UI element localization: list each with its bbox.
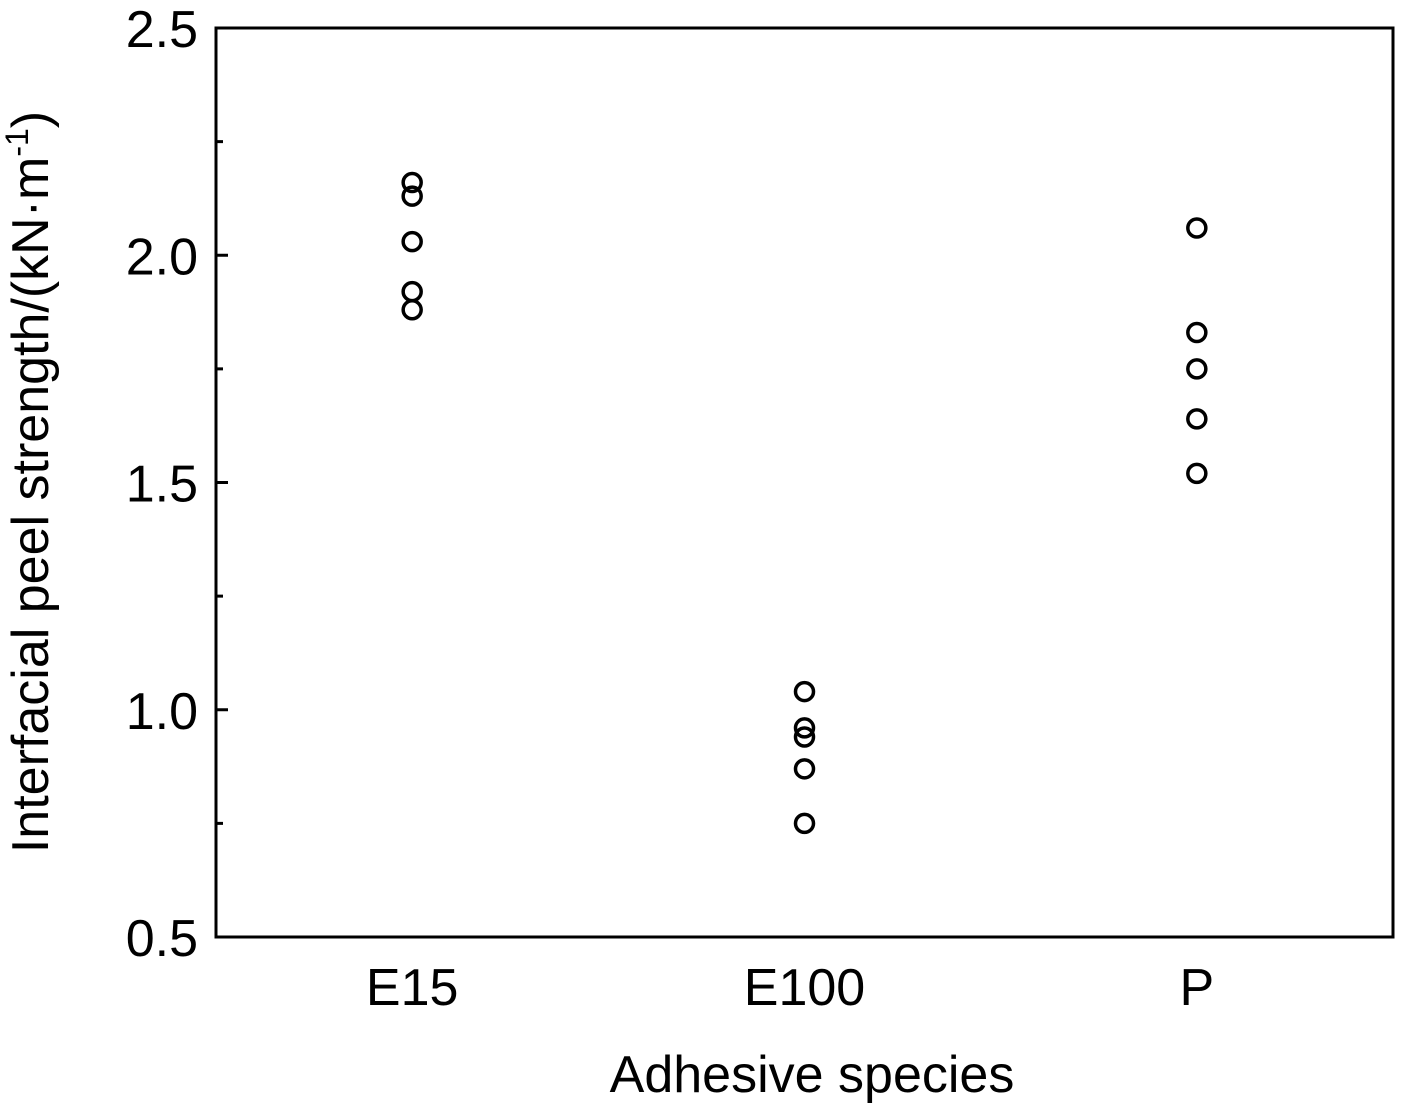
data-point	[793, 812, 816, 835]
x-tick-label: E100	[744, 959, 865, 1017]
data-point	[1186, 358, 1208, 380]
data-point	[1186, 321, 1208, 344]
x-tick-label: E15	[366, 959, 459, 1017]
data-point	[793, 726, 816, 748]
data-point	[1186, 408, 1208, 430]
data-point	[793, 717, 816, 739]
data-point	[401, 230, 423, 253]
plot-frame	[214, 26, 1395, 939]
y-tick-label: 1.5	[126, 456, 198, 514]
x-axis-label: Adhesive species	[610, 1046, 1015, 1104]
y-axis-label-end: )	[2, 111, 60, 128]
data-point	[401, 280, 423, 303]
y-axis-label-sup: -1	[0, 128, 35, 156]
y-tick-label: 2.5	[126, 1, 198, 59]
x-tick-label: P	[1179, 959, 1214, 1017]
data-point	[1186, 217, 1208, 239]
y-tick-label: 1.0	[126, 683, 198, 741]
y-tick-label: 0.5	[126, 910, 198, 968]
data-point	[793, 680, 816, 703]
data-point	[1186, 462, 1208, 485]
data-point	[401, 171, 423, 194]
y-tick-label: 2.0	[126, 228, 198, 286]
y-axis-label: Interfacial peel strength/(kN·m-1)	[0, 111, 60, 853]
data-point	[401, 299, 423, 321]
data-point	[793, 758, 816, 780]
y-axis-label-main: Interfacial peel strength/(kN·m	[2, 157, 60, 854]
data-point	[401, 185, 423, 207]
